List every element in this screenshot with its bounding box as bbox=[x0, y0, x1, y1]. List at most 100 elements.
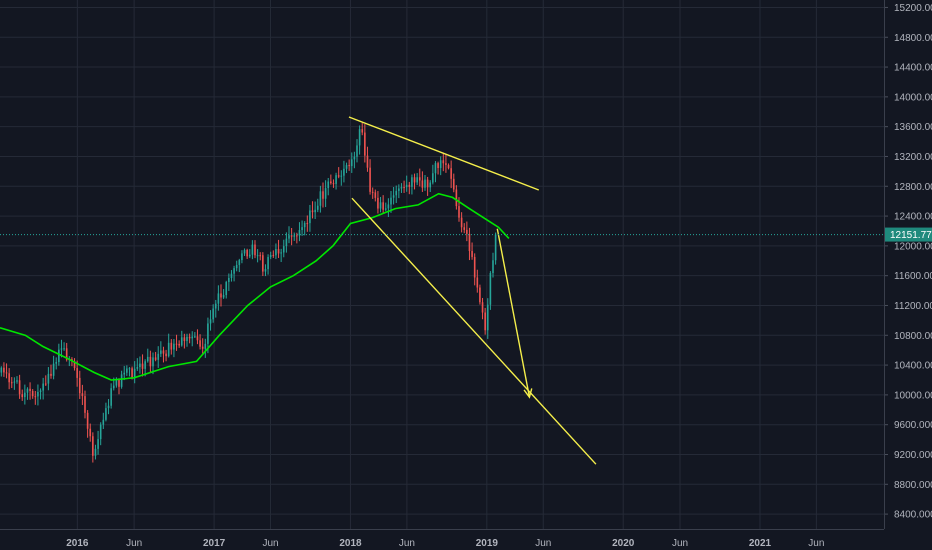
candle-body bbox=[452, 178, 455, 190]
price-tick-label: 8400.000 bbox=[894, 510, 932, 521]
grid bbox=[0, 0, 884, 529]
candle-body bbox=[170, 342, 173, 350]
candle-body bbox=[424, 179, 426, 188]
candle-body bbox=[139, 363, 141, 368]
candle-body bbox=[110, 388, 112, 406]
candle-body bbox=[207, 323, 209, 344]
candle-body bbox=[445, 163, 447, 165]
candle-body bbox=[230, 273, 233, 279]
candle-body bbox=[369, 167, 371, 192]
candles bbox=[0, 122, 497, 463]
price-tick-label: 11600.000 bbox=[894, 271, 932, 282]
candle-body bbox=[94, 448, 97, 456]
candle-body bbox=[186, 336, 188, 342]
candle-body bbox=[209, 319, 212, 324]
candle-body bbox=[50, 373, 52, 376]
candle-body bbox=[390, 197, 392, 205]
candle-body bbox=[262, 255, 264, 272]
candle-body bbox=[269, 255, 272, 258]
candle-body bbox=[382, 202, 384, 210]
candle-body bbox=[277, 249, 280, 254]
candle-body bbox=[272, 255, 275, 257]
candle-body bbox=[324, 188, 327, 199]
last-price-label: 12151.770 bbox=[890, 230, 932, 241]
candle-body bbox=[133, 368, 136, 378]
price-tick-label: 10000.000 bbox=[894, 390, 932, 401]
candle-body bbox=[81, 393, 84, 397]
candle-body bbox=[39, 390, 42, 392]
candle-body bbox=[395, 190, 398, 196]
candle-body bbox=[303, 223, 306, 228]
candle-body bbox=[285, 238, 288, 247]
candle-body bbox=[52, 363, 55, 376]
candle-body bbox=[439, 160, 442, 169]
candle-body bbox=[374, 192, 377, 198]
candle-body bbox=[105, 408, 107, 420]
candle-body bbox=[86, 412, 89, 429]
candle-body bbox=[84, 396, 86, 413]
candle-body bbox=[458, 206, 460, 218]
candle-body bbox=[228, 278, 230, 283]
candle-body bbox=[301, 227, 303, 231]
candle-body bbox=[92, 436, 94, 456]
time-tick-label: Jun bbox=[126, 538, 142, 549]
candle-body bbox=[112, 385, 115, 389]
candle-body bbox=[377, 197, 379, 209]
candle-body bbox=[345, 165, 348, 169]
candle-body bbox=[466, 229, 468, 234]
candle-body bbox=[447, 164, 450, 169]
candle-body bbox=[191, 336, 194, 339]
candle-body bbox=[343, 168, 345, 176]
candle-body bbox=[194, 336, 196, 338]
candle-body bbox=[288, 235, 290, 239]
price-labels: 12151.770 bbox=[0, 227, 932, 242]
candle-body bbox=[201, 346, 204, 349]
candle-body bbox=[243, 249, 246, 254]
candle-body bbox=[348, 165, 350, 167]
time-tick-label: 2018 bbox=[339, 538, 362, 549]
candle-body bbox=[99, 424, 102, 440]
candle-body bbox=[131, 368, 133, 378]
trendline bbox=[351, 197, 597, 465]
candle-body bbox=[460, 217, 463, 228]
candle-body bbox=[220, 293, 222, 298]
price-tick-label: 14000.000 bbox=[894, 92, 932, 103]
candle-body bbox=[89, 428, 92, 437]
candle-body bbox=[484, 312, 486, 331]
time-tick-label: Jun bbox=[399, 538, 415, 549]
candle-body bbox=[442, 160, 445, 164]
candle-body bbox=[473, 256, 476, 278]
candle-body bbox=[330, 181, 332, 184]
candle-body bbox=[282, 246, 285, 253]
candle-body bbox=[413, 177, 416, 183]
moving-average-line bbox=[0, 192, 510, 381]
candle-body bbox=[254, 244, 256, 256]
price-tick-label: 12400.000 bbox=[894, 212, 932, 223]
candle-body bbox=[434, 163, 437, 174]
candle-body bbox=[432, 173, 434, 183]
candle-body bbox=[167, 342, 170, 357]
candle-body bbox=[418, 177, 421, 181]
candle-body bbox=[146, 356, 149, 362]
candle-body bbox=[280, 252, 282, 254]
candle-body bbox=[76, 368, 78, 378]
candle-body bbox=[426, 179, 429, 188]
candle-body bbox=[340, 175, 343, 177]
price-tick-label: 14800.000 bbox=[894, 33, 932, 44]
candle-body bbox=[18, 380, 21, 395]
candle-body bbox=[8, 373, 10, 383]
price-tick-label: 13600.000 bbox=[894, 122, 932, 133]
time-tick-label: Jun bbox=[808, 538, 824, 549]
price-tick-label: 9200.000 bbox=[894, 450, 932, 461]
price-tick-label: 12800.000 bbox=[894, 182, 932, 193]
candle-body bbox=[78, 377, 81, 394]
candle-body bbox=[13, 381, 16, 383]
time-tick-label: 2019 bbox=[476, 538, 499, 549]
candle-body bbox=[42, 383, 44, 391]
candle-body bbox=[144, 361, 146, 369]
price-tick-label: 13200.000 bbox=[894, 152, 932, 163]
candle-body bbox=[356, 145, 358, 157]
candle-body bbox=[327, 181, 330, 189]
